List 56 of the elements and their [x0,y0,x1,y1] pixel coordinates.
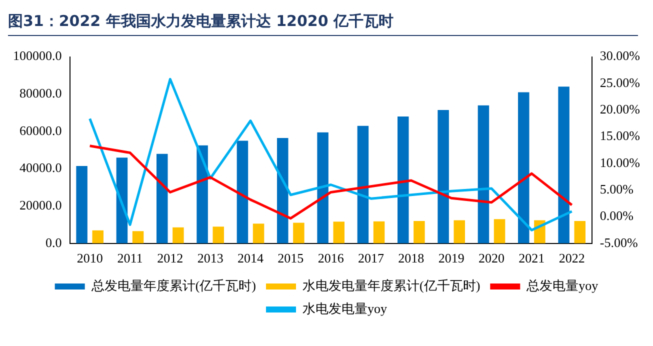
bar [212,226,224,244]
bar [494,219,506,244]
legend-label: 水电发电量年度累计(亿千瓦时) [302,278,480,293]
y-tick-label: 80000.0 [20,86,62,101]
y-tick-label: 60000.0 [20,122,62,138]
bar [317,132,328,244]
y-tick-label: 0.0 [46,234,62,250]
y2-tick-label: 15.00% [600,128,640,144]
bar [414,221,425,244]
bar [558,86,570,244]
bar [132,231,144,244]
y2-tick-label: 25.00% [600,74,640,90]
y2-tick-label: 5.00% [600,182,634,197]
bar [277,138,288,244]
bar [357,126,369,244]
bar [373,221,385,244]
x-tick-label: 2010 [76,250,103,266]
bar [333,222,344,244]
y2-tick-label: 20.00% [600,102,640,117]
bar [398,116,409,244]
legend-label: 总发电量年度累计(亿千瓦时) [90,278,256,293]
bar [76,166,88,244]
x-tick-label: 2013 [197,250,224,266]
bar [196,145,208,244]
y2-tick-label: 30.00% [600,48,640,64]
x-tick-label: 2015 [278,250,304,266]
bar [574,221,586,244]
bar [293,222,304,244]
x-tick-label: 2011 [117,250,143,266]
x-tick-label: 2022 [558,250,585,266]
bar [478,105,490,244]
y-tick-label: 20000.0 [20,198,62,212]
bar [172,227,184,244]
x-tick-label: 2017 [358,250,384,266]
bar [92,230,104,244]
bar [454,220,465,244]
x-tick-label: 2016 [318,250,344,266]
bar [438,110,449,244]
bar [236,140,248,244]
x-tick-label: 2020 [478,250,505,266]
x-tick-label: 2019 [438,250,464,266]
y-tick-label: 40000.0 [20,160,62,176]
x-tick-label: 2014 [238,250,264,266]
y2-tick-label: 0.00% [600,208,634,224]
chart-title: 图31：2022 年我国水力发电量累计达 12020 亿千瓦时 [8,12,638,36]
legend-label: 总发电量yoy [526,278,599,293]
bar [252,224,264,244]
y2-tick-label: 10.00% [600,154,640,170]
y2-tick-label: -5.00% [600,234,638,250]
legend-label: 水电发电量yoy [302,300,388,316]
x-tick-label: 2018 [398,250,424,266]
y-tick-label: 100000.0 [13,48,62,64]
x-tick-label: 2012 [157,250,184,266]
bar [156,154,168,244]
bar [518,92,530,244]
x-tick-label: 2021 [518,250,545,266]
